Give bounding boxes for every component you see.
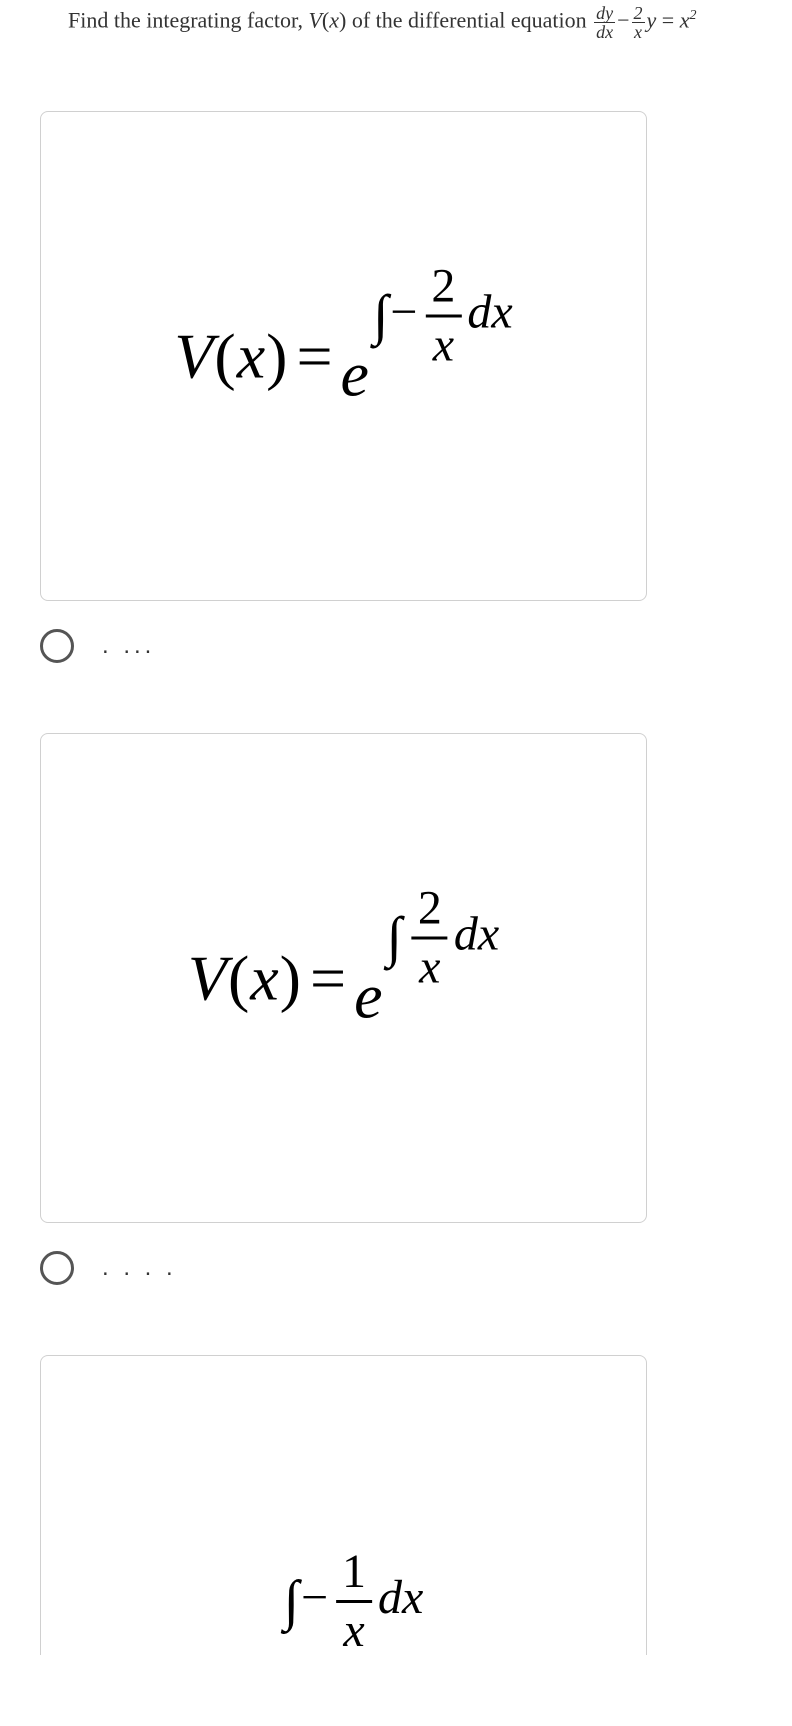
eq-exponent: ∫−2xdx <box>373 263 513 370</box>
eq-sign: = <box>310 941 346 1015</box>
question-text: Find the integrating factor, V(x) of the… <box>20 0 772 41</box>
option-card: V(x) = e ∫−2xdx <box>40 111 647 601</box>
question-y: y <box>647 8 657 33</box>
eq-neg: − <box>301 1571 328 1624</box>
question-prefix: Find the integrating factor, <box>68 8 308 33</box>
integral-icon: ∫ <box>284 1570 299 1632</box>
integral-icon: ∫ <box>386 906 401 968</box>
radio-button[interactable] <box>40 1251 74 1285</box>
option-radio-row: . . . . <box>40 1251 772 1285</box>
eq-dx: dx <box>454 907 499 960</box>
eq-open: ( <box>214 320 236 391</box>
eq-exponent: ∫2xdx <box>386 885 499 992</box>
question-container: Find the integrating factor, V(x) of the… <box>0 0 792 1655</box>
question-vvar: x <box>329 8 339 33</box>
eq-frac-den: x <box>425 318 461 370</box>
eq-x: x <box>250 942 279 1013</box>
frac-num: 2 <box>632 4 645 23</box>
eq-V: V <box>174 320 214 391</box>
eq-sign: = <box>296 319 332 393</box>
radio-button[interactable] <box>40 629 74 663</box>
eq-open: ( <box>228 942 250 1013</box>
frac-dy-dx: dydx <box>594 4 615 41</box>
eq-frac-num: 2 <box>425 263 461 318</box>
integral-icon: ∫ <box>373 284 388 346</box>
eq-frac-num: 2 <box>412 885 448 940</box>
frac-den: x <box>632 23 645 41</box>
option-card: ∫−1xdx <box>40 1355 647 1655</box>
eq-frac: 2x <box>412 885 448 992</box>
eq-e: e <box>354 959 382 1033</box>
eq-close: ) <box>280 942 302 1013</box>
eq-V: V <box>188 942 228 1013</box>
option-card: V(x) = e ∫2xdx <box>40 733 647 1223</box>
eq-neg: − <box>390 285 417 338</box>
question-mid: of the differential equation <box>346 8 592 33</box>
option-equation: V(x) = e ∫−2xdx <box>174 303 512 410</box>
option-label: . . . . <box>102 1254 177 1282</box>
eq-frac-num: 1 <box>336 1548 372 1603</box>
option-equation: V(x) = e ∫2xdx <box>188 925 499 1032</box>
question-minus: − <box>617 8 629 33</box>
eq-frac-den: x <box>336 1603 372 1655</box>
frac-den: dx <box>594 23 615 41</box>
frac-2-x: 2x <box>632 4 645 41</box>
eq-frac: 1x <box>336 1548 372 1655</box>
question-sq: 2 <box>689 8 696 23</box>
question-vfun: V <box>308 8 321 33</box>
eq-dx: dx <box>467 285 512 338</box>
eq-x: x <box>237 320 266 391</box>
eq-close: ) <box>266 320 288 391</box>
option-equation: ∫−1xdx <box>264 1588 424 1655</box>
frac-num: dy <box>594 4 615 23</box>
eq-frac-den: x <box>412 940 448 992</box>
option-label: . ... <box>102 632 155 660</box>
question-eq: = <box>656 8 679 33</box>
option-radio-row: . ... <box>40 629 772 663</box>
eq-exponent: ∫−1xdx <box>284 1548 424 1655</box>
eq-e: e <box>341 337 369 411</box>
eq-dx: dx <box>378 1571 423 1624</box>
eq-frac: 2x <box>425 263 461 370</box>
